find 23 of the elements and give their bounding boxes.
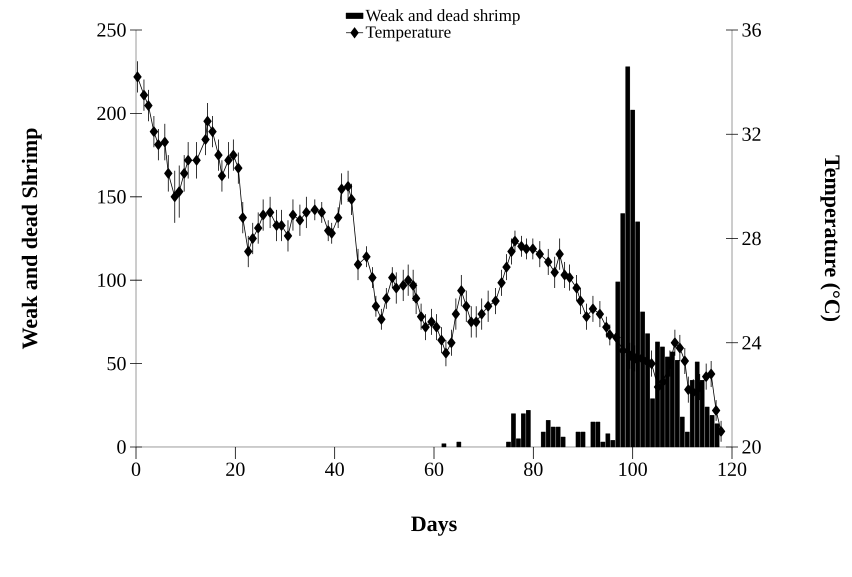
x-tick-label: 100 xyxy=(619,462,647,476)
y-tick-label: 50 xyxy=(108,356,126,370)
y2-tick-label: 32 xyxy=(742,128,760,141)
y2-tick-label: 36 xyxy=(742,23,761,37)
y-axis-title: Weak and dead Shrimp xyxy=(22,128,42,350)
x-tick-label: 0 xyxy=(132,462,140,476)
y2-tick-label: 20 xyxy=(742,440,761,454)
x-axis-title: Days xyxy=(411,516,457,536)
legend-label: Weak and dead shrimp xyxy=(366,9,520,25)
x-tick-label: 40 xyxy=(325,462,344,476)
y-tick-label: 250 xyxy=(97,23,126,37)
x-tick-label: 80 xyxy=(524,462,543,476)
y2-tick-label: 28 xyxy=(742,232,761,246)
y-tick-label: 100 xyxy=(98,273,126,287)
y2-tick-label: 24 xyxy=(742,336,762,350)
y-tick-label: 200 xyxy=(97,106,126,120)
legend-label: Temperature xyxy=(366,26,451,42)
y-tick-label: 150 xyxy=(98,190,126,204)
x-tick-label: 60 xyxy=(424,462,444,476)
x-tick-label: 20 xyxy=(226,462,245,476)
x-tick-label: 120 xyxy=(718,462,746,476)
y-tick-label: 0 xyxy=(117,440,126,454)
y2-axis-title: Temperature (°C) xyxy=(820,155,840,322)
